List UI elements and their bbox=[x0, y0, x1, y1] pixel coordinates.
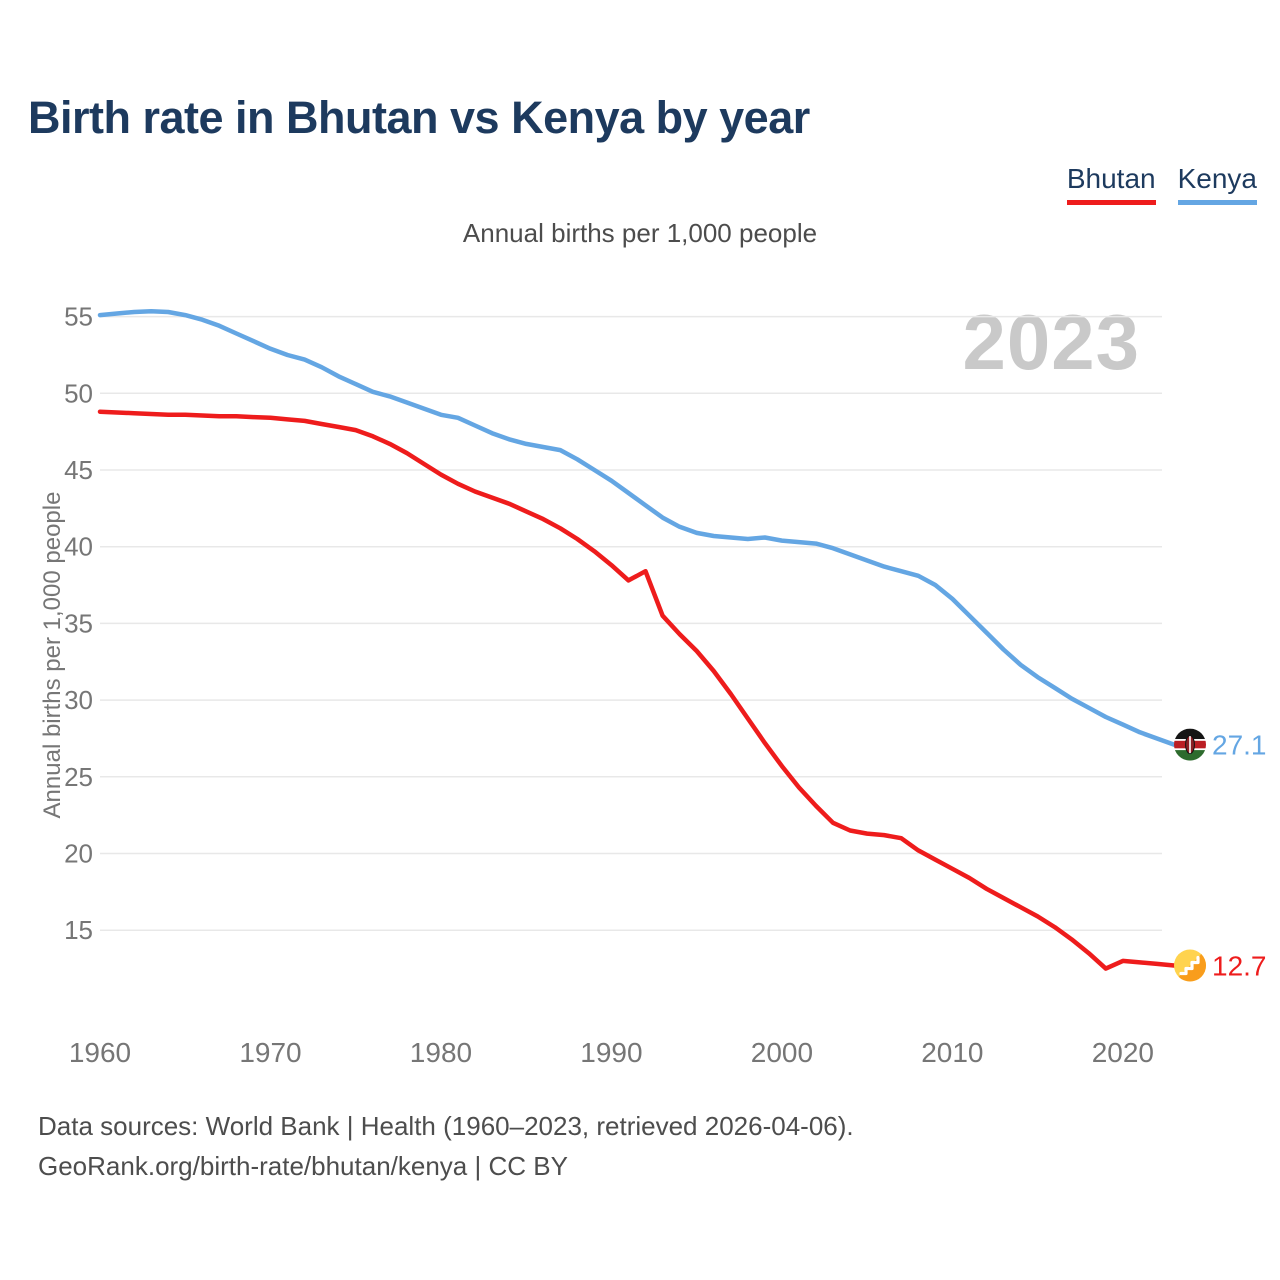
x-tick-label-1980: 1980 bbox=[410, 1037, 472, 1068]
legend-item-bhutan[interactable]: Bhutan bbox=[1066, 163, 1156, 205]
bhutan-flag-icon bbox=[1174, 949, 1206, 982]
y-tick-label-20: 20 bbox=[64, 839, 93, 869]
chart-title: Birth rate in Bhutan vs Kenya by year bbox=[28, 92, 810, 143]
line-kenya[interactable] bbox=[97, 308, 1177, 747]
end-value-label-bhutan: 12.7 bbox=[1212, 950, 1267, 981]
legend-underline-kenya bbox=[1177, 200, 1257, 205]
legend: Bhutan Kenya bbox=[1066, 163, 1257, 205]
x-tick-label-1970: 1970 bbox=[239, 1037, 301, 1068]
x-tick-label-1960: 1960 bbox=[69, 1037, 131, 1068]
x-tick-label-1990: 1990 bbox=[580, 1037, 642, 1068]
x-tick-label-2000: 2000 bbox=[751, 1037, 813, 1068]
legend-item-kenya[interactable]: Kenya bbox=[1177, 163, 1257, 205]
y-tick-label-30: 30 bbox=[64, 685, 93, 715]
y-tick-label-35: 35 bbox=[64, 608, 93, 638]
legend-label-bhutan: Bhutan bbox=[1066, 163, 1156, 194]
x-tick-label-2010: 2010 bbox=[921, 1037, 983, 1068]
kenya-flag-icon bbox=[1174, 728, 1206, 761]
chart-subtitle: Annual births per 1,000 people bbox=[462, 218, 818, 248]
footer: Data sources: World Bank | Health (1960–… bbox=[38, 1106, 854, 1186]
y-tick-label-45: 45 bbox=[64, 455, 93, 485]
y-tick-label-50: 50 bbox=[64, 378, 93, 408]
legend-underline-bhutan bbox=[1066, 200, 1156, 205]
y-tick-label-55: 55 bbox=[64, 302, 93, 332]
x-tick-label-2020: 2020 bbox=[1092, 1037, 1154, 1068]
y-tick-label-15: 15 bbox=[64, 915, 93, 945]
end-value-label-kenya: 27.1 bbox=[1212, 730, 1267, 761]
line-bhutan[interactable] bbox=[97, 409, 1177, 971]
footer-source-line: Data sources: World Bank | Health (1960–… bbox=[38, 1111, 854, 1141]
footer-url-line: GeoRank.org/birth-rate/bhutan/kenya | CC… bbox=[38, 1151, 568, 1181]
legend-label-kenya: Kenya bbox=[1177, 163, 1257, 194]
y-tick-label-25: 25 bbox=[64, 762, 93, 792]
y-tick-label-40: 40 bbox=[64, 532, 93, 562]
